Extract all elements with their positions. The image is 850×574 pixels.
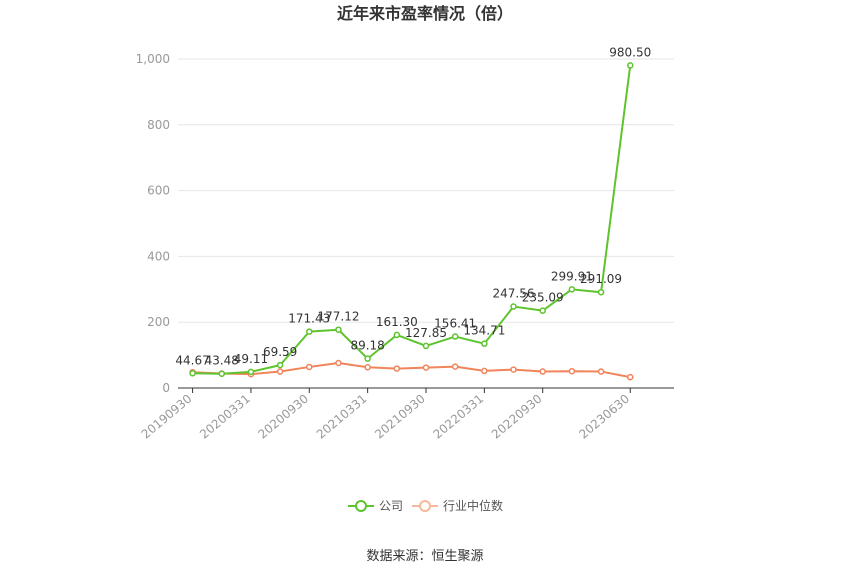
industry-median-point[interactable] [481,367,488,375]
company-data-label: 69.59 [263,345,297,359]
x-tick-label: 20210930 [372,392,428,442]
company-point[interactable] [393,331,401,339]
company-data-label: 299.91 [551,269,593,283]
company-data-label: 49.11 [234,352,268,366]
industry-median-point[interactable] [539,368,546,375]
company-point[interactable] [218,370,226,377]
company-point[interactable] [422,342,430,350]
company-point[interactable] [276,361,284,369]
industry-median-point[interactable] [306,363,313,371]
company-point[interactable] [597,288,605,296]
company-data-label: 291.09 [580,272,622,286]
company-data-label: 127.85 [405,326,447,340]
company-data-label: 134.71 [463,324,505,338]
company-data-label: 156.41 [434,317,476,331]
legend-marker-industry-median [419,500,431,512]
company-point[interactable] [247,368,255,376]
industry-median-point[interactable] [335,359,342,367]
y-tick-label: 400 [147,249,170,263]
company-data-label: 235.09 [522,291,564,305]
y-tick-label: 1,000 [136,52,170,66]
company-point[interactable] [364,355,371,362]
series-layer [189,62,634,381]
x-tick-label: 20200930 [255,392,311,442]
company-data-label: 171.43 [288,312,330,326]
chart-title: 近年来市盈率情况（倍） [337,4,513,23]
industry-median-series-line [192,361,631,379]
y-tick-label: 600 [147,184,170,198]
y-axis-ticks: 0 200 400 600 800 1,000 [136,52,170,395]
company-data-label: 247.56 [493,287,535,301]
x-axis-ticks: 20190930 20200331 20200930 20210331 20210930… [139,388,632,442]
grid-lines [178,58,674,323]
company-point[interactable] [568,286,576,293]
legend-item-company[interactable]: 公司 [348,499,403,513]
company-point[interactable] [335,326,342,333]
industry-median-point[interactable] [510,366,517,373]
industry-median-point[interactable] [597,368,605,375]
industry-median-point[interactable] [451,363,459,370]
company-point[interactable] [539,307,546,314]
company-data-label: 177.12 [317,310,359,324]
company-series-line [192,65,632,375]
data-source: 数据来源：恒生聚源 [366,549,483,564]
company-data-label: 44.67 [175,353,209,367]
industry-median-point[interactable] [422,364,430,371]
company-data-label: 43.48 [205,354,239,368]
x-tick-label: 20220930 [489,392,545,442]
legend-label-company: 公司 [379,499,403,513]
company-data-label: 161.30 [376,315,418,329]
company-point[interactable] [510,303,517,310]
legend: 公司 行业中位数 [348,498,503,513]
company-point[interactable] [626,62,634,69]
industry-median-point[interactable] [393,365,401,372]
x-tick-label: 20210331 [314,392,370,442]
company-point[interactable] [481,340,488,347]
x-tick-label: 20220331 [430,392,486,442]
company-data-label: 89.18 [350,339,384,353]
x-tick-label: 20190930 [139,392,195,442]
legend-item-industry-median[interactable]: 行业中位数 [412,498,503,513]
legend-marker-company [355,500,367,512]
company-point[interactable] [189,370,196,377]
y-tick-label: 800 [147,118,170,132]
company-point[interactable] [451,333,459,340]
industry-median-point[interactable] [626,373,634,381]
company-data-label: 980.50 [609,45,651,59]
y-tick-label: 0 [162,381,170,395]
industry-median-point[interactable] [276,368,284,375]
company-point[interactable] [306,328,313,335]
industry-median-point[interactable] [364,364,371,371]
x-tick-label: 20230630 [576,392,632,442]
y-tick-label: 200 [147,315,170,329]
legend-label-industry-median: 行业中位数 [443,498,503,513]
industry-median-point[interactable] [568,367,576,375]
x-tick-label: 20200331 [197,392,253,442]
